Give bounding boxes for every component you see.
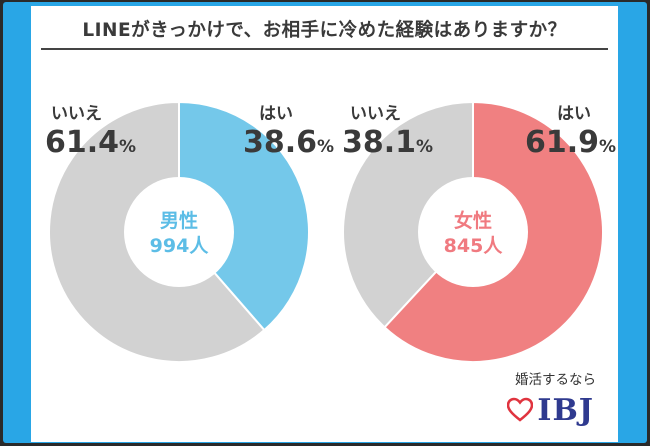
brand-tagline: 婚活するなら (515, 372, 596, 388)
male-yes-value: 38.6% (243, 125, 334, 160)
female-no-value: 38.1% (342, 125, 433, 160)
male-slice-yes (178, 100, 311, 332)
female-slice-no (342, 100, 475, 329)
brand-name: IBJ (537, 392, 594, 428)
male-no-label: いいえ (51, 104, 102, 124)
male-no-unit: % (119, 137, 136, 157)
female-no-label: いいえ (350, 104, 401, 124)
chart-title: LINEがきっかけで、お相手に冷めた経験はありますか？ (82, 20, 567, 41)
female-yes-label: はい (557, 104, 591, 124)
male-yes-label: はい (259, 104, 293, 124)
male-no-number: 61.4 (45, 125, 119, 160)
male-chart: 男性 994人 いいえ 61.4% はい 38.6% (45, 100, 334, 363)
outer-frame: LINEがきっかけで、お相手に冷めた経験はありますか？ 男性 994人 いいえ … (3, 2, 647, 443)
brand-block: 婚活するなら IBJ (488, 368, 598, 434)
title-underline (41, 48, 608, 50)
female-yes-unit: % (599, 137, 616, 157)
male-yes-unit: % (317, 137, 334, 157)
male-center-label: 男性 (160, 209, 198, 232)
male-no-value: 61.4% (45, 125, 136, 160)
female-chart: 女性 845人 いいえ 38.1% はい 61.9% (342, 100, 616, 363)
female-no-unit: % (416, 137, 433, 157)
heart-icon (507, 397, 534, 422)
female-no-number: 38.1 (342, 125, 416, 160)
female-yes-number: 61.9 (525, 125, 599, 160)
male-center-hole (124, 177, 234, 287)
female-center-label: 女性 (454, 209, 492, 232)
donut-charts: 男性 994人 いいえ 61.4% はい 38.6% 女性 845人 いいえ 3… (45, 100, 616, 363)
male-yes-number: 38.6 (243, 125, 317, 160)
female-center-count: 845人 (444, 235, 504, 257)
brand-logo: IBJ (507, 390, 594, 430)
chart-panel: LINEがきっかけで、お相手に冷めた経験はありますか？ 男性 994人 いいえ … (31, 6, 618, 442)
male-center-count: 994人 (150, 235, 210, 257)
female-yes-value: 61.9% (525, 125, 616, 160)
female-center-hole (418, 177, 528, 287)
